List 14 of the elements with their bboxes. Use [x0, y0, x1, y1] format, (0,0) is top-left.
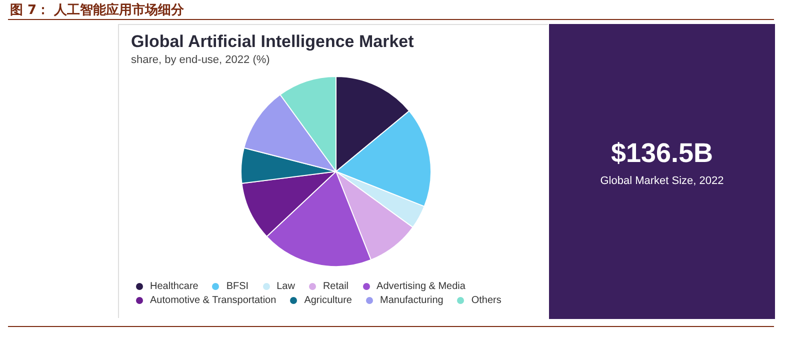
caption: 图 7： 人工智能应用市场细分 [10, 2, 184, 19]
legend-label: Agriculture [304, 295, 352, 306]
legend-label: Healthcare [150, 281, 198, 292]
chart-subtitle: share, by end-use, 2022 (%) [131, 54, 270, 66]
legend-label: Law [276, 281, 295, 292]
legend-label: BFSI [226, 281, 249, 292]
text: Global Market Size, 2022 [599, 174, 725, 189]
text: $136.5B [610, 138, 714, 169]
legend-label: Others [471, 295, 502, 306]
legend-label: Advertising & Media [376, 281, 466, 292]
legend-label: Manufacturing [380, 295, 444, 306]
chart-title: Global Artificial Intelligence Market [131, 32, 414, 51]
legend-label: Retail [322, 281, 349, 292]
legend-label: Automotive & Transportation [150, 295, 276, 306]
